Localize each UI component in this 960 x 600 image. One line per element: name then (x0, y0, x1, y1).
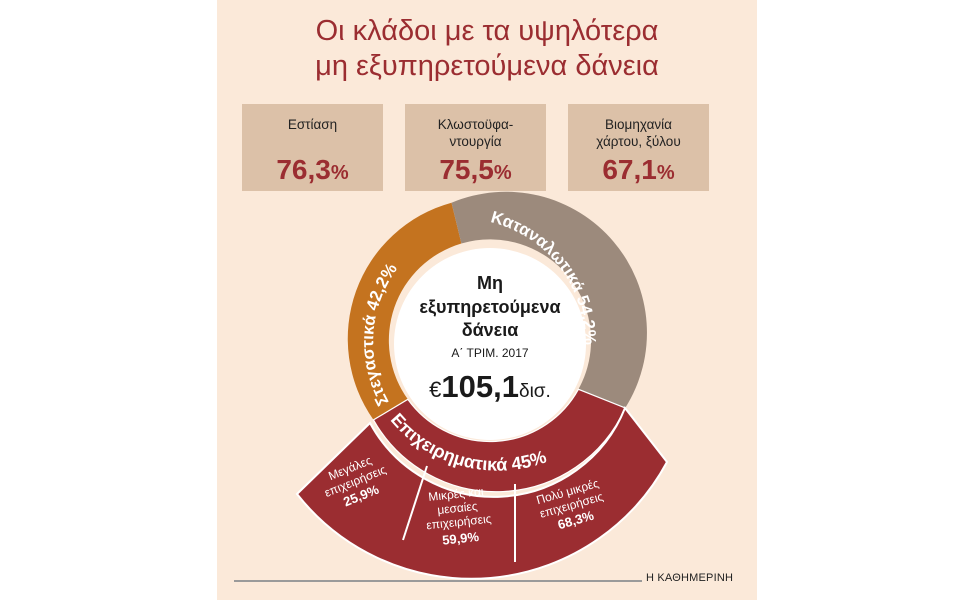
center-label-line-3: δάνεια (462, 320, 519, 340)
sector-box-label-line-2: ντουργία (449, 134, 502, 149)
center-total-unit: δισ. (519, 381, 551, 402)
sector-box-klostoyfantourgia: Κλωστοϋφα- ντουργία 75,5% (405, 104, 546, 191)
center-total-currency: € (429, 377, 441, 402)
breakdown-divider (402, 465, 428, 541)
breakdown-item-medium: Μικρές και μεσαίες επιχειρήσεις 59,9% (426, 484, 493, 548)
sector-box-unit: % (656, 162, 675, 184)
center-period: Α΄ ΤΡΙΜ. 2017 (451, 346, 528, 360)
sector-box-label-line-2: χάρτου, ξύλου (596, 134, 681, 149)
sector-box-label-line-1: Βιομηχανία (605, 117, 672, 132)
infographic-title: Οι κλάδοι με τα υψηλότερα μη εξυπηρετούμ… (217, 14, 757, 84)
sector-box-estiasi: Εστίαση 76,3% (242, 104, 383, 191)
donut-center (394, 248, 586, 440)
sector-box-value: 75,5% (405, 154, 546, 186)
publisher-credit: Η ΚΑΘΗΜΕΡΙΝΗ (646, 572, 734, 584)
sector-box-value: 76,3% (242, 154, 383, 186)
sector-box-value: 67,1% (568, 154, 709, 186)
sector-box-label-line-1: Κλωστοϋφα- (437, 117, 514, 132)
center-label-line-2: εξυπηρετούμενα (419, 297, 560, 318)
slice-katanalotika (451, 191, 647, 408)
breakdown-value: 59,9% (441, 529, 480, 548)
breakdown-fan (295, 406, 669, 580)
title-line-1: Οι κλάδοι με τα υψηλότερα (315, 15, 659, 47)
breakdown-label-line-1: Μικρές και (428, 484, 485, 504)
sector-box-unit: % (493, 162, 512, 184)
sector-box-number: 67,1 (602, 154, 657, 185)
sector-box-label-line-1: Εστίαση (287, 117, 338, 132)
sector-box-label: Εστίαση (242, 116, 383, 133)
breakdown-label-line-2: μεσαίες (437, 499, 479, 517)
sector-box-label: Κλωστοϋφα- ντουργία (405, 116, 546, 150)
center-label-line-1: Μη (477, 273, 503, 293)
sector-box-viomichania: Βιομηχανία χάρτου, ξύλου 67,1% (568, 104, 709, 191)
sector-box-label: Βιομηχανία χάρτου, ξύλου (568, 116, 709, 150)
sector-box-unit: % (330, 162, 349, 184)
center-total-amount: 105,1 (441, 369, 519, 404)
center-total: €105,1δισ. (429, 369, 551, 404)
breakdown-item-micro: Πολύ μικρές επιχειρήσεις 68,3% (535, 476, 605, 532)
sector-box-number: 75,5 (439, 154, 494, 185)
title-line-2: μη εξυπηρετούμενα δάνεια (315, 50, 659, 82)
footer-divider (234, 580, 642, 582)
breakdown-label-line-3: επιχειρήσεις (426, 512, 493, 533)
sector-box-number: 76,3 (276, 154, 331, 185)
slice-stegastika (347, 202, 462, 420)
